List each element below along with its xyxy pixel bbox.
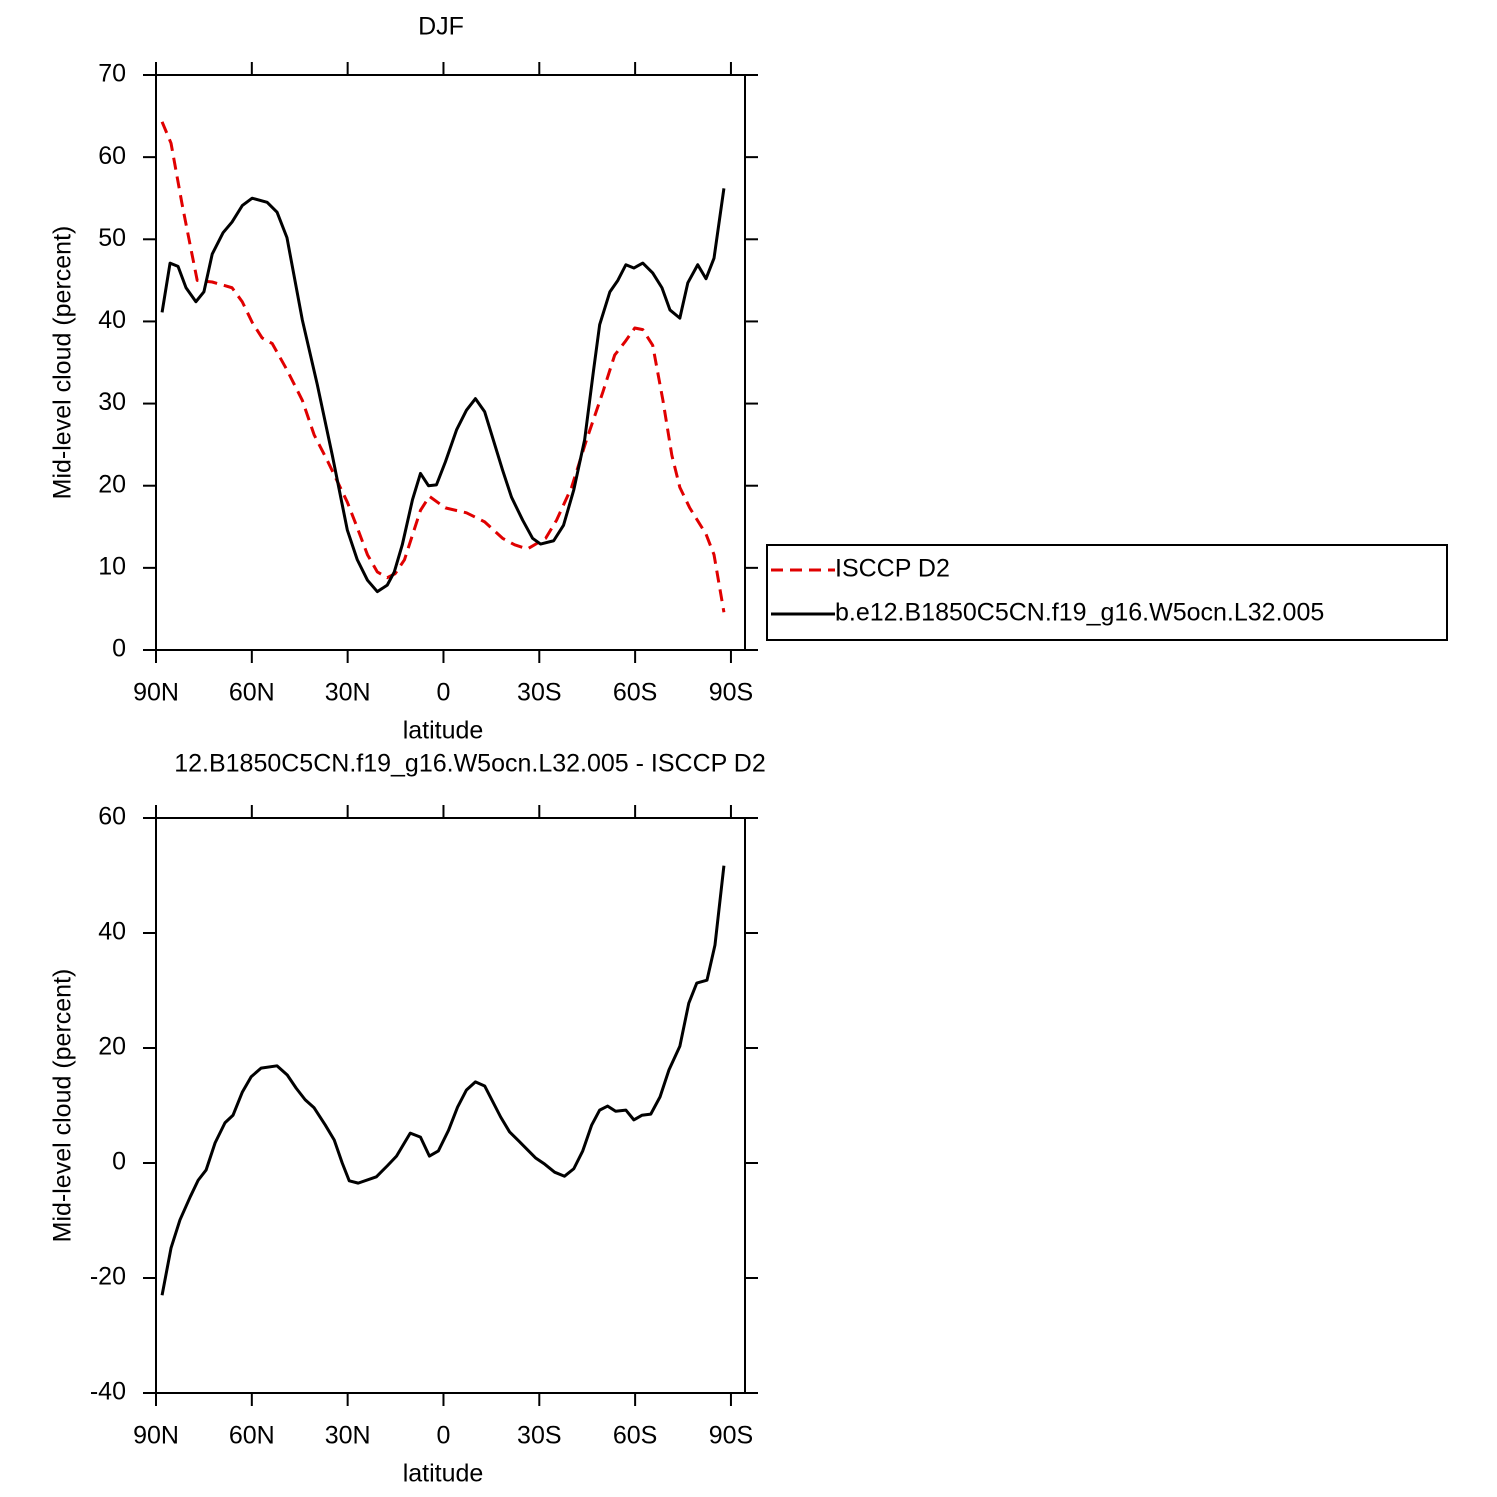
y-tick-label: 60 xyxy=(98,142,126,170)
y-tick-label: 30 xyxy=(98,388,126,416)
y-axis-label: Mid-level cloud (percent) xyxy=(49,969,77,1243)
y-tick-label: -40 xyxy=(90,1378,126,1406)
x-tick-label: 60S xyxy=(613,679,657,707)
y-tick-label: 40 xyxy=(98,306,126,334)
x-tick-label: 0 xyxy=(437,679,451,707)
y-tick-label: 0 xyxy=(112,1148,126,1176)
x-tick-label: 30S xyxy=(517,1422,561,1450)
x-tick-label: 30S xyxy=(517,679,561,707)
y-tick-label: 20 xyxy=(98,470,126,498)
plot-frame xyxy=(155,74,746,651)
x-tick-label: 30N xyxy=(325,679,371,707)
y-tick-label: 70 xyxy=(98,60,126,88)
data-line xyxy=(160,188,726,594)
x-tick-label: 90S xyxy=(709,679,753,707)
data-line xyxy=(160,865,726,1296)
y-axis-label: Mid-level cloud (percent) xyxy=(49,226,77,500)
y-tick-label: -20 xyxy=(90,1263,126,1291)
y-tick-label: 60 xyxy=(98,803,126,831)
x-tick-label: 90N xyxy=(133,679,179,707)
y-tick-label: 0 xyxy=(112,635,126,663)
x-tick-label: 60N xyxy=(229,679,275,707)
chart-title: DJF xyxy=(418,13,464,41)
y-tick-label: 50 xyxy=(98,224,126,252)
x-tick-label: 60N xyxy=(229,1422,275,1450)
x-tick-label: 0 xyxy=(437,1422,451,1450)
x-tick-label: 90N xyxy=(133,1422,179,1450)
x-tick-label: 30N xyxy=(325,1422,371,1450)
data-line xyxy=(160,121,726,613)
x-tick-label: 90S xyxy=(709,1422,753,1450)
y-tick-label: 20 xyxy=(98,1033,126,1061)
chart-title: 12.B1850C5CN.f19_g16.W5ocn.L32.005 - ISC… xyxy=(174,750,766,778)
y-tick-label: 40 xyxy=(98,918,126,946)
legend-label: b.e12.B1850C5CN.f19_g16.W5ocn.L32.005 xyxy=(835,599,1324,627)
x-axis-label: latitude xyxy=(403,717,484,745)
plot-frame xyxy=(155,817,746,1394)
legend-label: ISCCP D2 xyxy=(835,555,950,583)
y-tick-label: 10 xyxy=(98,552,126,580)
x-tick-label: 60S xyxy=(613,1422,657,1450)
legend-box xyxy=(766,544,1448,641)
x-axis-label: latitude xyxy=(403,1460,484,1488)
